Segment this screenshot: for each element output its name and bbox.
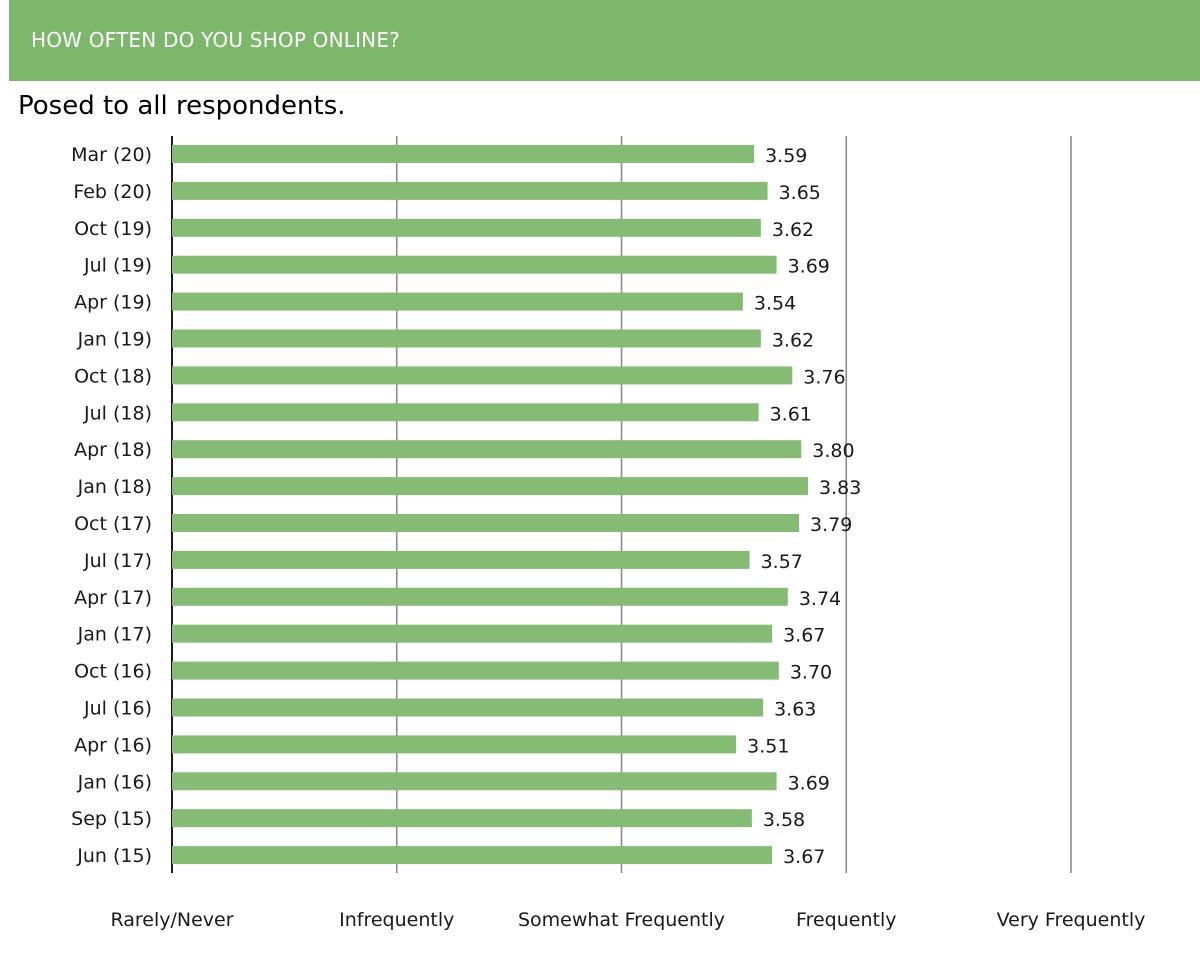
- category-label: Apr (16): [74, 734, 152, 756]
- bar: [172, 292, 743, 311]
- data-label: 3.61: [770, 403, 812, 425]
- category-label: Apr (19): [74, 292, 152, 314]
- category-label: Mar (20): [71, 144, 152, 166]
- bar: [172, 145, 755, 163]
- bar: [172, 255, 777, 274]
- data-label: 3.80: [812, 440, 854, 462]
- data-label: 3.67: [783, 846, 825, 868]
- bar: [172, 514, 800, 532]
- category-label: Oct (16): [74, 661, 152, 683]
- data-label: 3.51: [747, 735, 789, 757]
- category-label: Jan (16): [77, 771, 152, 793]
- data-label: 3.69: [788, 256, 830, 278]
- chart-header: HOW OFTEN DO YOU SHOP ONLINE?: [9, 0, 1200, 81]
- category-label: Sep (15): [71, 808, 152, 830]
- category-label: Jul (16): [83, 698, 152, 720]
- bar: [172, 440, 802, 459]
- bar: [172, 218, 761, 237]
- category-label: Apr (17): [74, 587, 152, 609]
- bar: [172, 772, 777, 791]
- data-label: 3.58: [763, 809, 805, 831]
- bar: [172, 366, 793, 385]
- data-label: 3.69: [788, 772, 830, 794]
- data-label: 3.76: [803, 366, 845, 388]
- bar: [172, 403, 759, 422]
- data-label: 3.79: [810, 514, 852, 536]
- x-tick-label: Very Frequently: [997, 909, 1146, 931]
- category-label: Apr (18): [74, 439, 152, 461]
- data-label: 3.59: [765, 145, 807, 167]
- category-label: Jan (18): [77, 476, 152, 498]
- data-label: 3.62: [772, 219, 814, 241]
- bar: [172, 661, 779, 680]
- category-label: Feb (20): [73, 181, 152, 203]
- category-label: Jul (19): [83, 255, 152, 277]
- bar: [172, 846, 773, 865]
- data-label: 3.83: [819, 477, 861, 499]
- data-label: 3.70: [790, 662, 832, 684]
- category-label: Oct (19): [74, 218, 152, 240]
- chart-subtitle: Posed to all respondents.: [18, 91, 346, 121]
- bar: [172, 477, 809, 496]
- data-label: 3.63: [774, 699, 816, 721]
- category-label: Oct (17): [74, 513, 152, 535]
- bar: [172, 809, 752, 828]
- bar: [172, 735, 737, 754]
- bar: [172, 587, 788, 606]
- bar: [172, 329, 761, 348]
- category-label: Jan (17): [77, 624, 152, 646]
- chart-title: HOW OFTEN DO YOU SHOP ONLINE?: [31, 28, 400, 52]
- category-label: Jan (19): [77, 329, 152, 351]
- category-label: Jul (18): [83, 402, 152, 424]
- data-label: 3.65: [779, 182, 821, 204]
- x-tick-label: Rarely/Never: [110, 909, 233, 931]
- category-label: Jul (17): [83, 550, 152, 572]
- data-label: 3.57: [761, 551, 803, 573]
- bar: [172, 698, 764, 717]
- bar: [172, 550, 750, 569]
- bar: [172, 181, 768, 200]
- x-tick-label: Infrequently: [339, 909, 454, 931]
- bar: [172, 624, 773, 643]
- category-label: Jun (15): [76, 845, 152, 867]
- x-tick-label: Frequently: [796, 909, 896, 931]
- category-label: Oct (18): [74, 365, 152, 387]
- data-label: 3.54: [754, 293, 796, 315]
- data-label: 3.62: [772, 330, 814, 352]
- data-label: 3.67: [783, 625, 825, 647]
- x-tick-label: Somewhat Frequently: [518, 909, 725, 931]
- data-label: 3.74: [799, 588, 841, 610]
